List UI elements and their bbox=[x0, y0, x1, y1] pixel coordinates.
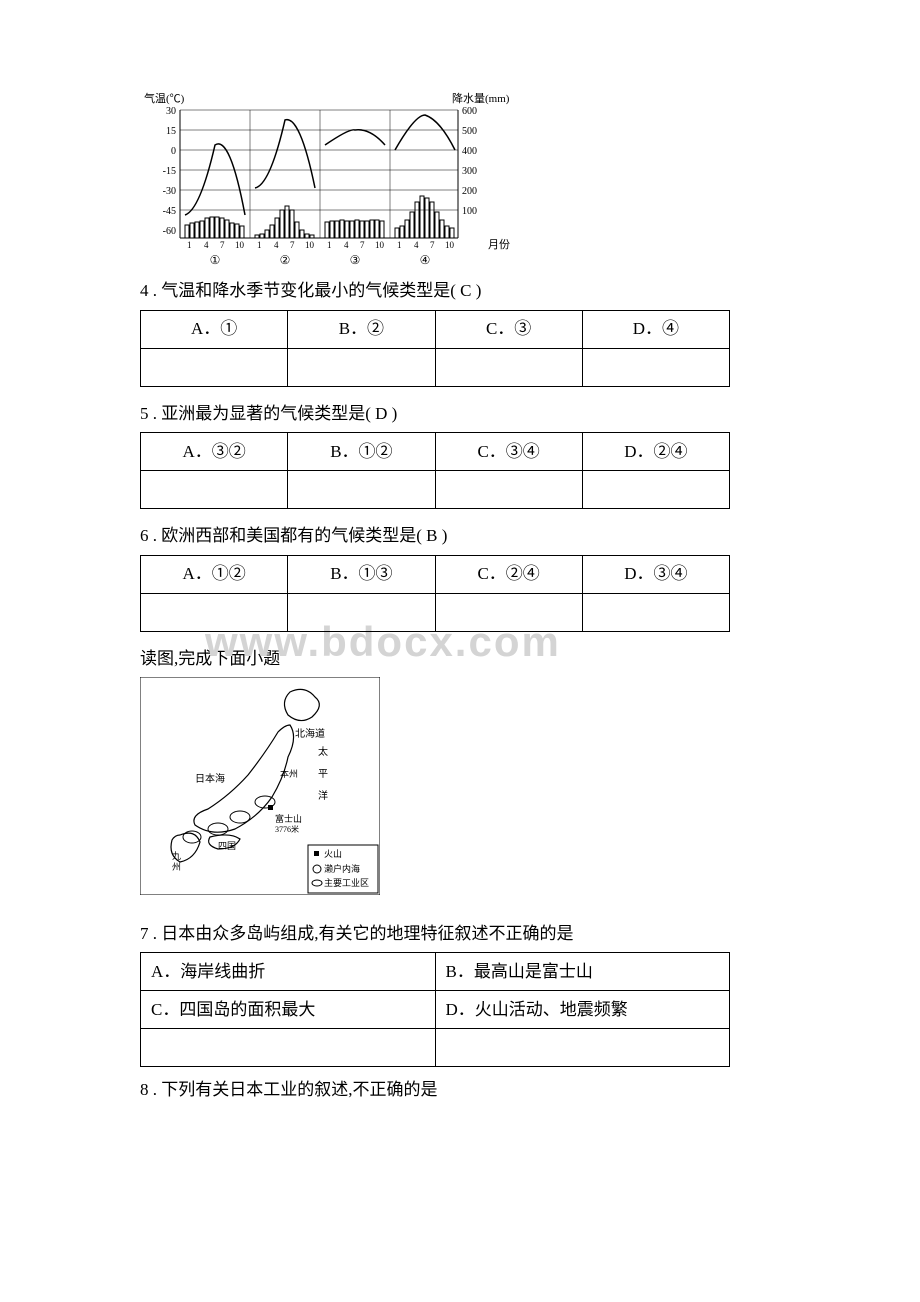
tick: 400 bbox=[462, 146, 477, 157]
q6-opt-b: B．①③ bbox=[288, 555, 435, 593]
svg-text:1: 1 bbox=[187, 240, 192, 250]
svg-text:4: 4 bbox=[204, 240, 209, 250]
question-8: 8 . 下列有关日本工业的叙述,不正确的是 bbox=[140, 1077, 800, 1103]
q4-opt-d: D．④ bbox=[582, 310, 729, 348]
svg-text:7: 7 bbox=[290, 240, 295, 250]
svg-text:10: 10 bbox=[235, 240, 245, 250]
q4-opt-a: A．① bbox=[141, 310, 288, 348]
precip-axis-title: 降水量(mm) bbox=[452, 91, 510, 105]
svg-text:4: 4 bbox=[344, 240, 349, 250]
tick: 600 bbox=[462, 106, 477, 117]
q5-opt-d: D．②④ bbox=[582, 433, 729, 471]
q5-opt-c: C．③④ bbox=[435, 433, 582, 471]
pacific-2: 平 bbox=[318, 769, 328, 780]
climate-chart: 气温(℃) 降水量(mm) 月份 30 15 0 -15 -30 -45 -60… bbox=[140, 90, 800, 268]
q7-opt-b: B．最高山是富士山 bbox=[435, 953, 730, 991]
svg-text:7: 7 bbox=[360, 240, 365, 250]
tick: 0 bbox=[171, 146, 176, 157]
svg-text:1: 1 bbox=[327, 240, 332, 250]
kyushu-label-1: 九 bbox=[172, 851, 181, 861]
svg-text:10: 10 bbox=[305, 240, 315, 250]
svg-text:4: 4 bbox=[274, 240, 279, 250]
read-figure-prompt: 读图,完成下面小题 bbox=[140, 646, 800, 672]
legend-volcano: 火山 bbox=[324, 849, 342, 859]
q5-options: A．③② B．①② C．③④ D．②④ bbox=[140, 432, 730, 509]
hokkaido-label: 北海道 bbox=[295, 727, 325, 740]
tick: 200 bbox=[462, 186, 477, 197]
tick: 500 bbox=[462, 126, 477, 137]
tick: -45 bbox=[163, 206, 176, 217]
tick: -15 bbox=[163, 166, 176, 177]
q4-opt-c: C．③ bbox=[435, 310, 582, 348]
q7-opt-d: D．火山活动、地震频繁 bbox=[435, 991, 730, 1029]
tick: 30 bbox=[166, 106, 176, 117]
pacific-1: 太 bbox=[318, 745, 328, 758]
temp-axis-title: 气温(℃) bbox=[144, 91, 185, 105]
svg-text:10: 10 bbox=[445, 240, 455, 250]
japan-map: 北海道 日本海 太 平 洋 本州 富士山 3776米 四国 九 州 火山 濑户内… bbox=[140, 677, 800, 903]
legend-industrial: 主要工业区 bbox=[324, 877, 369, 888]
panel-label: ③ bbox=[350, 253, 361, 267]
q4-options: A．① B．② C．③ D．④ bbox=[140, 310, 730, 387]
q7-opt-a: A．海岸线曲折 bbox=[141, 953, 436, 991]
svg-text:1: 1 bbox=[257, 240, 262, 250]
q6-options: A．①② B．①③ C．②④ D．③④ bbox=[140, 555, 730, 632]
honshu-label: 本州 bbox=[280, 768, 298, 779]
svg-text:1: 1 bbox=[397, 240, 402, 250]
q6-opt-c: C．②④ bbox=[435, 555, 582, 593]
q5-opt-a: A．③② bbox=[141, 433, 288, 471]
svg-text:4: 4 bbox=[414, 240, 419, 250]
panel-label: ① bbox=[210, 253, 221, 267]
panel-label: ② bbox=[280, 253, 291, 267]
panel-label: ④ bbox=[420, 253, 431, 267]
q7-options: A．海岸线曲折 B．最高山是富士山 C．四国岛的面积最大 D．火山活动、地震频繁 bbox=[140, 952, 730, 1067]
question-4: 4 . 气温和降水季节变化最小的气候类型是( C ) bbox=[140, 278, 800, 304]
kyushu-label-2: 州 bbox=[172, 862, 181, 872]
q4-opt-b: B．② bbox=[288, 310, 435, 348]
q5-opt-b: B．①② bbox=[288, 433, 435, 471]
svg-text:7: 7 bbox=[430, 240, 435, 250]
legend-seto: 濑户内海 bbox=[324, 863, 360, 874]
fuji-label: 富士山 bbox=[275, 813, 302, 824]
tick: 15 bbox=[166, 126, 176, 137]
japan-sea-label: 日本海 bbox=[195, 772, 225, 785]
q6-opt-d: D．③④ bbox=[582, 555, 729, 593]
tick: 100 bbox=[462, 206, 477, 217]
shikoku-label: 四国 bbox=[218, 841, 236, 851]
tick: -30 bbox=[163, 186, 176, 197]
q7-opt-c: C．四国岛的面积最大 bbox=[141, 991, 436, 1029]
tick: 300 bbox=[462, 166, 477, 177]
svg-text:10: 10 bbox=[375, 240, 385, 250]
question-7: 7 . 日本由众多岛屿组成,有关它的地理特征叙述不正确的是 bbox=[140, 921, 800, 947]
tick: -60 bbox=[163, 226, 176, 237]
fuji-height: 3776米 bbox=[275, 824, 299, 834]
question-5: 5 . 亚洲最为显著的气候类型是( D ) bbox=[140, 401, 800, 427]
pacific-3: 洋 bbox=[318, 789, 328, 802]
q6-opt-a: A．①② bbox=[141, 555, 288, 593]
svg-text:7: 7 bbox=[220, 240, 225, 250]
month-label: 月份 bbox=[488, 238, 510, 251]
question-6: 6 . 欧洲西部和美国都有的气候类型是( B ) bbox=[140, 523, 800, 549]
